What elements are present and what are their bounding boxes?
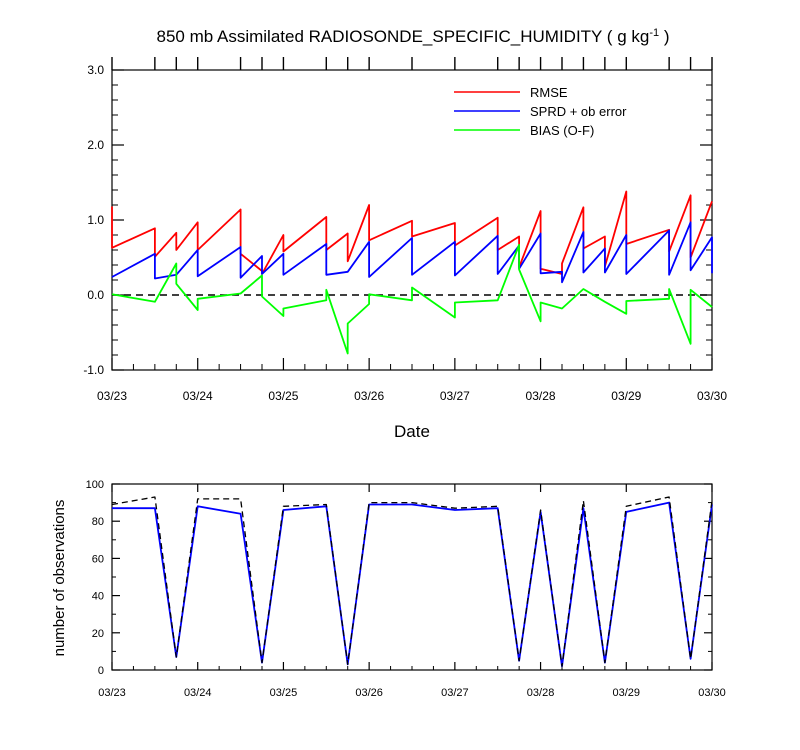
series-sprd: [111, 221, 713, 284]
series-obs_possible: [111, 496, 713, 667]
x-tick-label: 03/23: [97, 389, 127, 403]
x-tick-label: 03/27: [440, 389, 470, 403]
legend-label-rmse: RMSE: [530, 85, 568, 100]
y-tick-label: 1.0: [87, 213, 104, 227]
series-line-obs_possible: [111, 496, 713, 667]
top-legend: RMSE SPRD + ob error BIAS (O-F): [454, 85, 627, 138]
y-tick-label: -1.0: [83, 363, 104, 377]
y-tick-label: 80: [92, 516, 104, 528]
y-tick-label: 40: [92, 591, 104, 603]
x-tick-label: 03/26: [355, 687, 383, 699]
y-axis-label: number of observations: [51, 500, 68, 657]
y-tick-label: 3.0: [87, 63, 104, 77]
plot-frame: [111, 483, 713, 671]
series-obs_used: [111, 501, 713, 668]
x-tick-label: 03/25: [270, 687, 298, 699]
series-line-obs_used: [112, 501, 713, 668]
y-tick-label: 100: [86, 479, 104, 491]
x-tick-label: 03/24: [184, 687, 212, 699]
x-tick-label: 03/26: [354, 389, 384, 403]
y-tick-label: 0.0: [87, 288, 104, 302]
x-tick-label: 03/28: [527, 687, 555, 699]
y-tick-label: 2.0: [87, 138, 104, 152]
x-tick-label: 03/29: [613, 687, 641, 699]
legend-label-sprd: SPRD + ob error: [530, 104, 627, 119]
x-tick-label: 03/30: [698, 687, 726, 699]
x-tick-label: 03/29: [611, 389, 641, 403]
y-tick-label: 20: [92, 628, 104, 640]
x-tick-label: 03/28: [526, 389, 556, 403]
bottom-chart: 03/23 03/24 03/25 03/26 03/27 03/28 03/29 03/30…: [86, 479, 726, 699]
y-tick-label: 0: [98, 665, 104, 677]
x-tick-label: 03/25: [268, 389, 298, 403]
top-chart: 03/23 03/24 03/25 03/26 03/27 03/28 03/29 03/30…: [83, 57, 727, 403]
x-tick-label: 03/23: [98, 687, 126, 699]
series-line-bias: [111, 243, 713, 355]
x-axis-label: Date: [394, 422, 430, 441]
y-tick-label: 60: [92, 553, 104, 565]
x-tick-label: 03/24: [183, 389, 213, 403]
legend-label-bias: BIAS (O-F): [530, 123, 594, 138]
x-tick-label: 03/27: [441, 687, 469, 699]
x-tick-label: 03/30: [697, 389, 727, 403]
series-bias: [111, 243, 713, 355]
chart-title: 850 mb Assimilated RADIOSONDE_SPECIFIC_H…: [157, 27, 670, 46]
